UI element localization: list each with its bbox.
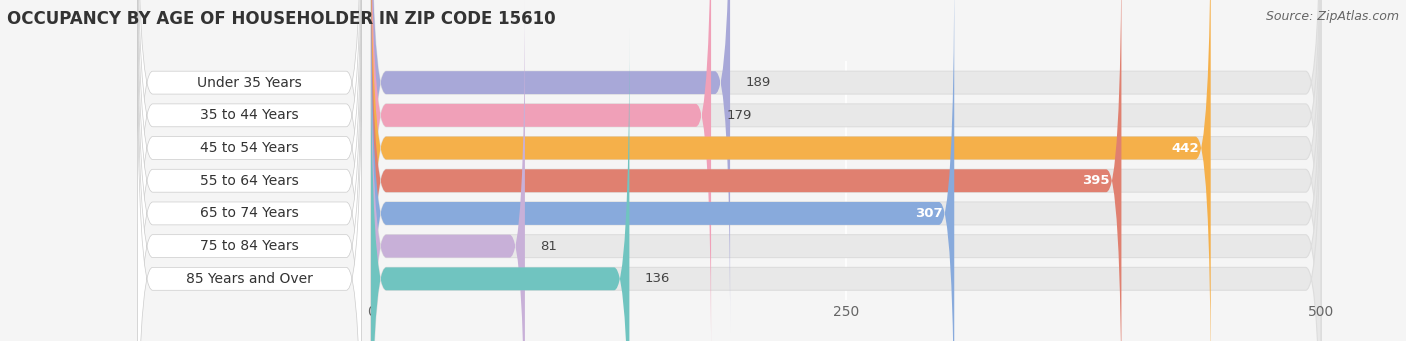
Text: Under 35 Years: Under 35 Years: [197, 76, 302, 90]
FancyBboxPatch shape: [138, 0, 361, 333]
FancyBboxPatch shape: [371, 29, 1320, 341]
FancyBboxPatch shape: [138, 0, 361, 341]
FancyBboxPatch shape: [371, 0, 1122, 341]
FancyBboxPatch shape: [371, 0, 711, 341]
Text: 442: 442: [1171, 142, 1199, 154]
FancyBboxPatch shape: [371, 0, 730, 333]
FancyBboxPatch shape: [371, 0, 1320, 341]
FancyBboxPatch shape: [371, 0, 1320, 341]
FancyBboxPatch shape: [371, 0, 1320, 333]
FancyBboxPatch shape: [138, 0, 361, 341]
Text: 55 to 64 Years: 55 to 64 Years: [200, 174, 299, 188]
FancyBboxPatch shape: [138, 0, 361, 341]
FancyBboxPatch shape: [138, 0, 361, 341]
Text: 179: 179: [727, 109, 752, 122]
FancyBboxPatch shape: [371, 0, 1320, 341]
FancyBboxPatch shape: [371, 0, 1211, 341]
Text: 35 to 44 Years: 35 to 44 Years: [200, 108, 298, 122]
Text: 189: 189: [745, 76, 770, 89]
FancyBboxPatch shape: [138, 0, 361, 341]
Text: OCCUPANCY BY AGE OF HOUSEHOLDER IN ZIP CODE 15610: OCCUPANCY BY AGE OF HOUSEHOLDER IN ZIP C…: [7, 10, 555, 28]
Text: 75 to 84 Years: 75 to 84 Years: [200, 239, 299, 253]
Text: 85 Years and Over: 85 Years and Over: [186, 272, 314, 286]
Text: Source: ZipAtlas.com: Source: ZipAtlas.com: [1265, 10, 1399, 23]
FancyBboxPatch shape: [138, 29, 361, 341]
Text: 307: 307: [915, 207, 943, 220]
FancyBboxPatch shape: [371, 0, 1320, 341]
FancyBboxPatch shape: [371, 29, 630, 341]
FancyBboxPatch shape: [371, 0, 1320, 341]
Text: 81: 81: [540, 240, 557, 253]
FancyBboxPatch shape: [371, 0, 524, 341]
Text: 395: 395: [1083, 174, 1109, 187]
Text: 65 to 74 Years: 65 to 74 Years: [200, 206, 299, 220]
Text: 136: 136: [644, 272, 671, 285]
FancyBboxPatch shape: [371, 0, 955, 341]
Text: 45 to 54 Years: 45 to 54 Years: [200, 141, 298, 155]
